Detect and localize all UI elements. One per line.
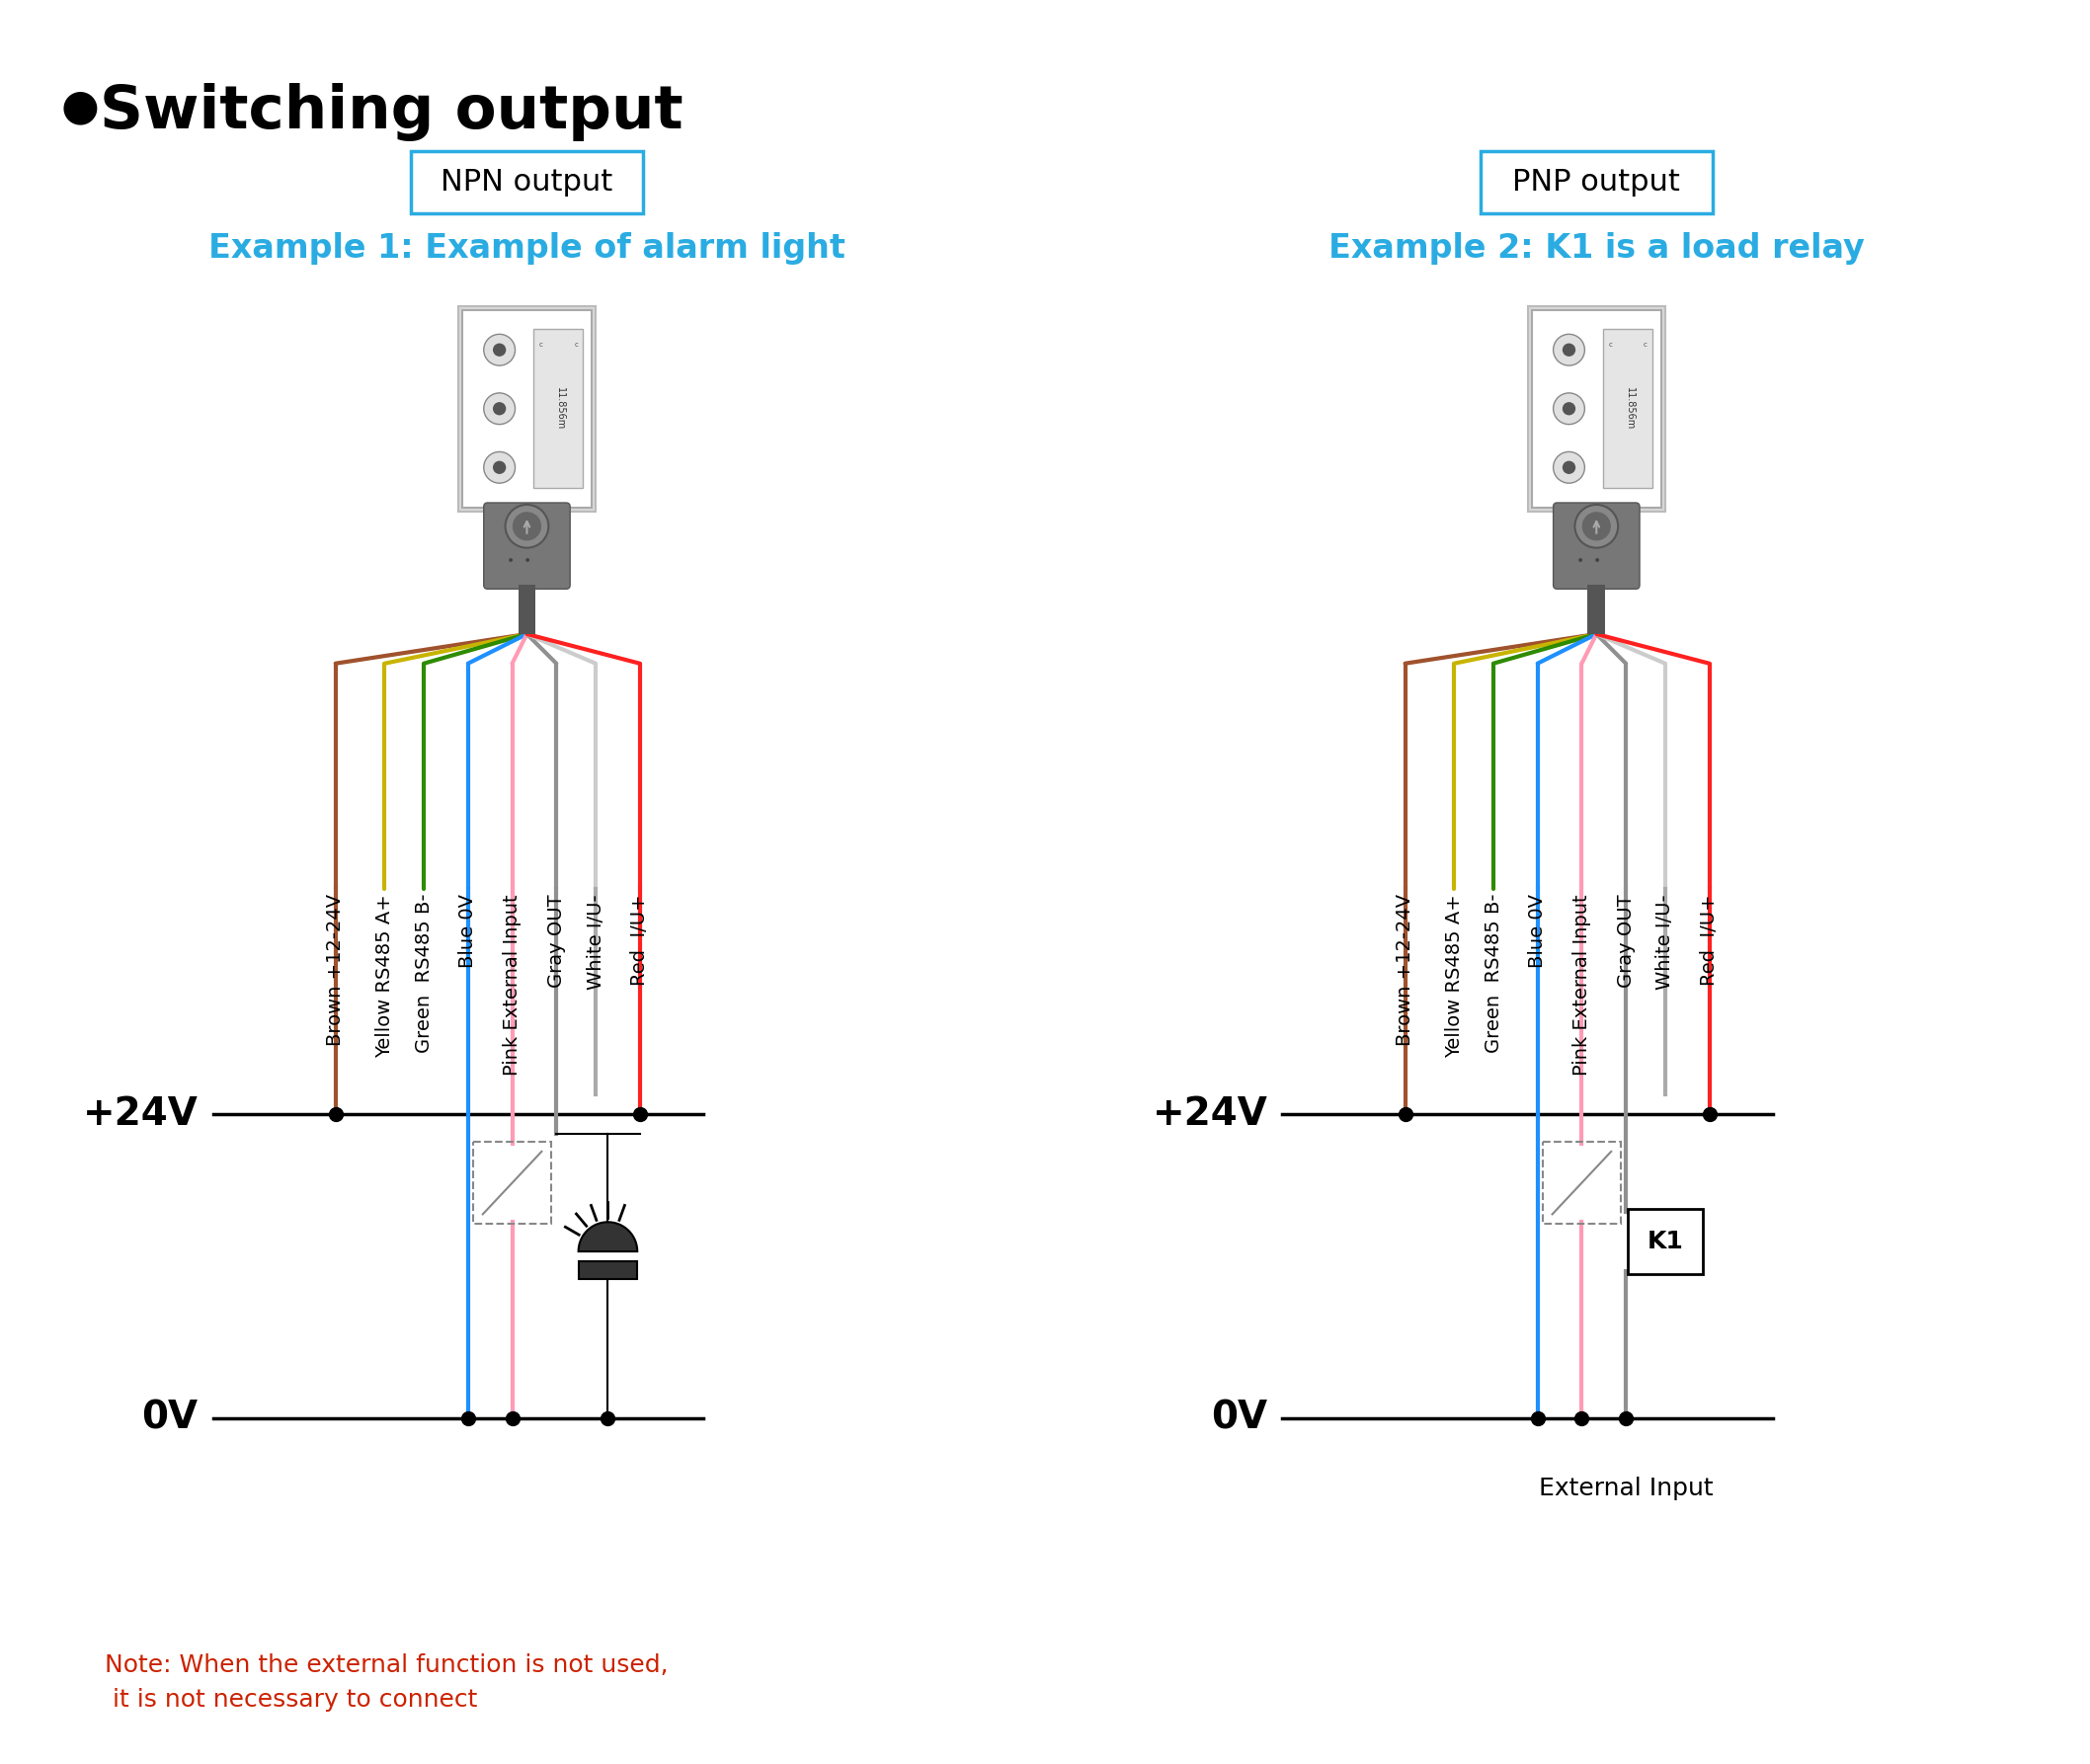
Text: c: c xyxy=(539,342,543,348)
Circle shape xyxy=(483,333,514,365)
Circle shape xyxy=(483,452,514,483)
Text: Blue 0V: Blue 0V xyxy=(1528,894,1547,968)
Circle shape xyxy=(506,505,548,549)
Circle shape xyxy=(493,462,506,473)
Text: ●: ● xyxy=(61,85,98,127)
FancyBboxPatch shape xyxy=(483,503,571,589)
Text: 0V: 0V xyxy=(142,1399,199,1438)
FancyBboxPatch shape xyxy=(1628,1210,1703,1274)
Text: 11.856m: 11.856m xyxy=(1624,388,1634,430)
Circle shape xyxy=(1553,393,1584,425)
Text: Green  RS485 B-: Green RS485 B- xyxy=(414,894,433,1053)
Text: Brown +12-24V: Brown +12-24V xyxy=(326,894,345,1046)
Text: K1: K1 xyxy=(1647,1230,1682,1254)
Text: 0V: 0V xyxy=(1212,1399,1269,1438)
Text: Pink External Input: Pink External Input xyxy=(1572,894,1590,1074)
Text: Red  I/U+: Red I/U+ xyxy=(1699,894,1718,986)
Text: c: c xyxy=(1643,342,1647,348)
Text: Example 1: Example of alarm light: Example 1: Example of alarm light xyxy=(209,233,844,265)
Text: Pink External Input: Pink External Input xyxy=(504,894,522,1074)
FancyBboxPatch shape xyxy=(462,310,591,508)
Text: Gray OUT: Gray OUT xyxy=(548,894,566,988)
Text: •  •: • • xyxy=(506,554,531,568)
FancyBboxPatch shape xyxy=(1528,305,1666,512)
Text: it is not necessary to connect: it is not necessary to connect xyxy=(105,1688,479,1711)
Text: PNP output: PNP output xyxy=(1513,168,1680,196)
Text: Yellow RS485 A+: Yellow RS485 A+ xyxy=(1444,894,1463,1057)
Text: Green  RS485 B-: Green RS485 B- xyxy=(1484,894,1503,1053)
Circle shape xyxy=(514,513,541,540)
Bar xyxy=(1588,586,1605,633)
Text: Note: When the external function is not used,: Note: When the external function is not … xyxy=(105,1653,669,1678)
FancyBboxPatch shape xyxy=(533,330,583,489)
Text: c: c xyxy=(575,342,579,348)
Circle shape xyxy=(1563,402,1576,415)
FancyBboxPatch shape xyxy=(1480,152,1712,213)
Text: •  •: • • xyxy=(1576,554,1601,568)
FancyBboxPatch shape xyxy=(1603,330,1653,489)
Bar xyxy=(579,1261,637,1279)
Text: White I/U-: White I/U- xyxy=(1655,894,1674,990)
Circle shape xyxy=(483,393,514,425)
Text: White I/U-: White I/U- xyxy=(585,894,604,990)
Circle shape xyxy=(1553,452,1584,483)
Text: Example 2: K1 is a load relay: Example 2: K1 is a load relay xyxy=(1329,233,1864,265)
Bar xyxy=(518,586,535,633)
Text: +24V: +24V xyxy=(1152,1095,1269,1132)
Text: +24V: +24V xyxy=(84,1095,199,1132)
Text: Red  I/U+: Red I/U+ xyxy=(631,894,650,986)
Circle shape xyxy=(493,344,506,356)
FancyBboxPatch shape xyxy=(412,152,644,213)
Text: NPN output: NPN output xyxy=(441,168,612,196)
Text: Switching output: Switching output xyxy=(100,83,683,141)
Circle shape xyxy=(1553,333,1584,365)
Circle shape xyxy=(1563,344,1576,356)
Text: c: c xyxy=(1609,342,1611,348)
Text: External Input: External Input xyxy=(1538,1476,1714,1501)
Text: Blue 0V: Blue 0V xyxy=(458,894,477,968)
FancyBboxPatch shape xyxy=(458,305,596,512)
Text: 11.856m: 11.856m xyxy=(556,388,564,430)
Polygon shape xyxy=(579,1222,637,1251)
Circle shape xyxy=(1576,505,1618,549)
Text: Yellow RS485 A+: Yellow RS485 A+ xyxy=(376,894,395,1057)
FancyBboxPatch shape xyxy=(1532,310,1662,508)
Text: Gray OUT: Gray OUT xyxy=(1616,894,1634,988)
Circle shape xyxy=(1582,513,1609,540)
Text: Brown +12-24V: Brown +12-24V xyxy=(1396,894,1415,1046)
Circle shape xyxy=(493,402,506,415)
Circle shape xyxy=(1563,462,1576,473)
FancyBboxPatch shape xyxy=(1553,503,1641,589)
